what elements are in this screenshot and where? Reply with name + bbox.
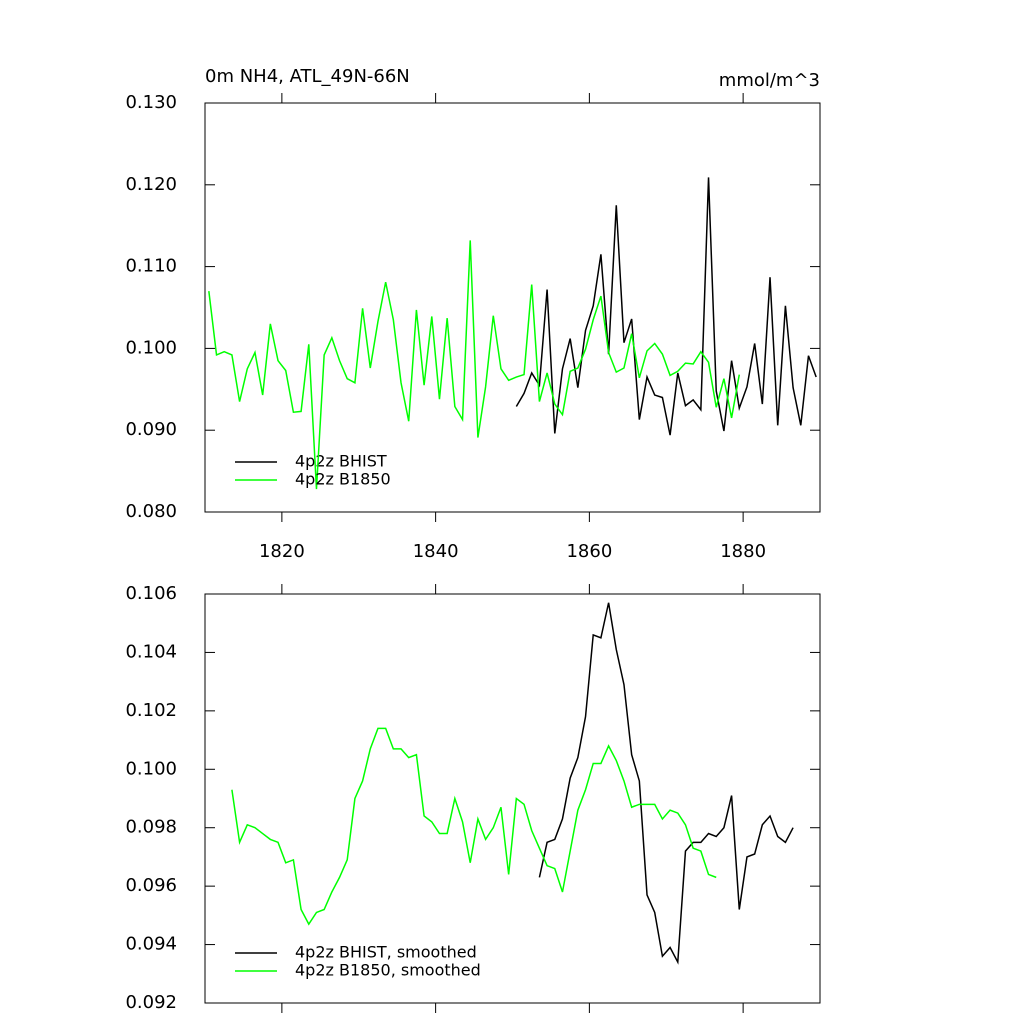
- y-tick-label: 0.102: [125, 700, 177, 721]
- series-line: [231, 727, 717, 926]
- y-tick-label: 0.106: [125, 583, 177, 604]
- y-tick-label: 0.094: [125, 934, 177, 955]
- plot-frame: [204, 102, 821, 513]
- y-tick-label: 0.080: [125, 501, 177, 522]
- chart-title: 0m NH4, ATL_49N-66N: [205, 66, 410, 87]
- series-line: [515, 177, 817, 436]
- x-tick-label: 1840: [413, 541, 459, 562]
- y-tick-label: 0.120: [125, 174, 177, 195]
- x-tick-label: 1880: [720, 541, 766, 562]
- legend-label: 4p2z B1850: [295, 470, 391, 489]
- legend-label: 4p2z BHIST, smoothed: [295, 943, 477, 962]
- units-label: mmol/m^3: [719, 70, 820, 91]
- y-tick-label: 0.104: [125, 641, 177, 662]
- x-tick-label: 1860: [566, 541, 612, 562]
- y-tick-label: 0.098: [125, 817, 177, 838]
- y-tick-label: 0.090: [125, 419, 177, 440]
- legend-label: 4p2z B1850, smoothed: [295, 961, 481, 980]
- plot-frame: [204, 593, 821, 1004]
- y-tick-label: 0.110: [125, 256, 177, 277]
- y-tick-label: 0.130: [125, 92, 177, 113]
- y-tick-label: 0.100: [125, 337, 177, 358]
- y-tick-label: 0.100: [125, 758, 177, 779]
- legend-label: 4p2z BHIST: [295, 452, 387, 471]
- series-line: [538, 602, 794, 965]
- series-line: [208, 240, 741, 490]
- x-tick-label: 1820: [259, 541, 305, 562]
- y-tick-label: 0.092: [125, 992, 177, 1013]
- y-tick-label: 0.096: [125, 875, 177, 896]
